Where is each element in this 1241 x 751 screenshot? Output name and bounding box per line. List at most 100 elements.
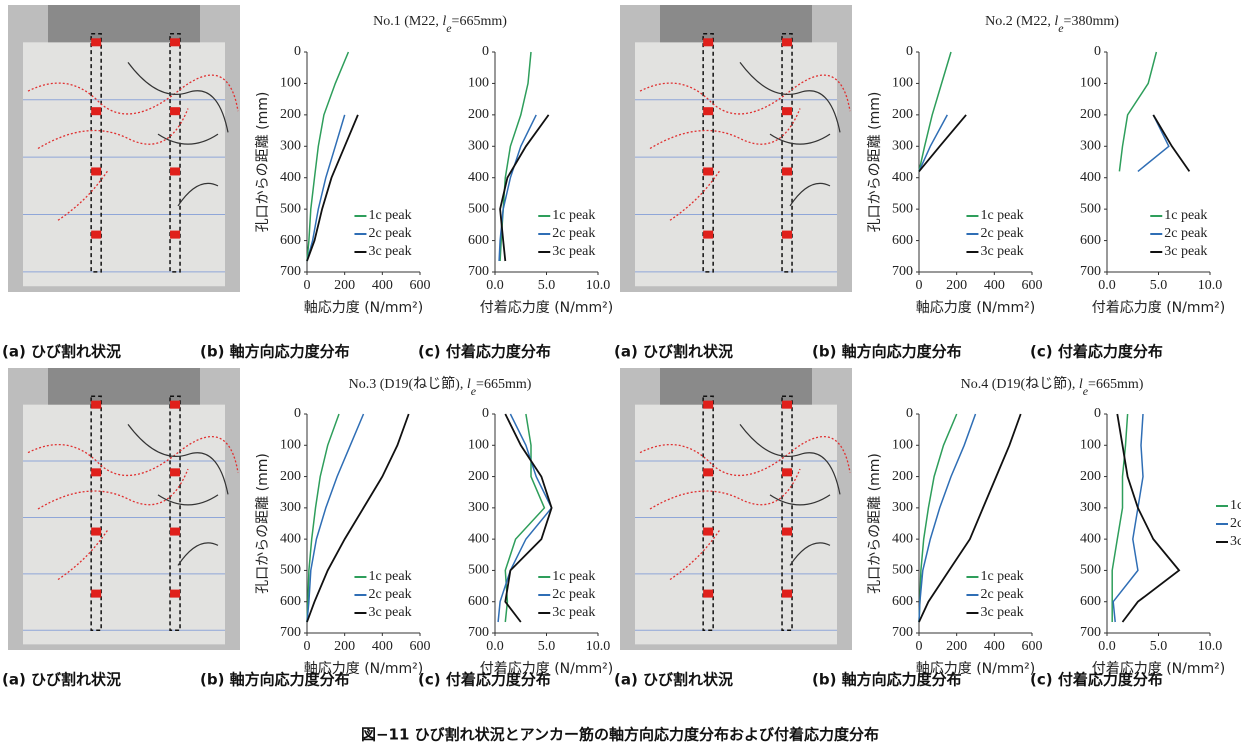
series-line — [1119, 52, 1156, 171]
specimen — [23, 405, 225, 645]
legend-label: 3c peak — [980, 605, 1023, 620]
crack-photo — [8, 5, 240, 292]
panel-title: No.1 (M22, le=665mm) — [373, 14, 507, 35]
legend-label: 2c peak — [368, 587, 411, 602]
y-tick-label: 0 — [1094, 44, 1101, 59]
y-tick-label: 200 — [468, 469, 489, 484]
loading-frame — [660, 5, 812, 42]
series-line — [307, 414, 364, 622]
panel-caption: (a) ひび割れ状況 — [2, 343, 121, 361]
y-tick-label: 300 — [280, 500, 301, 515]
y-tick-label: 600 — [1080, 233, 1101, 248]
gauge — [782, 167, 792, 175]
gauge — [170, 167, 180, 175]
chart: 01002003004005006007000200400600軸応力度 (N/… — [866, 44, 1043, 316]
y-tick-label: 400 — [468, 170, 489, 185]
y-tick-label: 100 — [468, 438, 489, 453]
x-tick-label: 0.0 — [1098, 639, 1116, 654]
x-tick-label: 400 — [984, 639, 1005, 654]
legend-label: 3c peak — [552, 605, 595, 620]
y-tick-label: 300 — [468, 500, 489, 515]
panel-caption: (a) ひび割れ状況 — [614, 671, 733, 689]
gauge — [703, 107, 713, 115]
specimen — [635, 42, 837, 286]
gauge — [91, 107, 101, 115]
y-tick-label: 600 — [892, 233, 913, 248]
specimen — [635, 405, 837, 645]
panel-caption: (c) 付着応力度分布 — [1030, 671, 1163, 689]
y-tick-label: 500 — [892, 563, 913, 578]
x-tick-label: 600 — [410, 639, 431, 654]
legend-label: 2c peak — [552, 226, 595, 241]
y-tick-label: 500 — [468, 563, 489, 578]
figure-caption: 図−11 ひび割れ状況とアンカー筋の軸方向応力度分布および付着応力度分布 — [361, 726, 879, 744]
y-tick-label: 400 — [1080, 170, 1101, 185]
y-tick-label: 600 — [280, 233, 301, 248]
title-part: No.3 (D19(ねじ節), — [349, 375, 467, 392]
y-tick-label: 200 — [280, 107, 301, 122]
y-tick-label: 700 — [892, 264, 913, 279]
x-tick-label: 0.0 — [486, 278, 504, 293]
panel-caption: (c) 付着応力度分布 — [418, 671, 551, 689]
gauge — [170, 468, 180, 476]
x-tick-label: 200 — [946, 639, 967, 654]
legend-label: 1c peak — [980, 569, 1023, 584]
y-tick-label: 600 — [1080, 594, 1101, 609]
y-tick-label: 0 — [482, 44, 489, 59]
loading-frame — [48, 368, 200, 405]
y-tick-label: 400 — [892, 531, 913, 546]
legend-label: 3c peak — [1164, 244, 1207, 259]
y-tick-label: 500 — [280, 201, 301, 216]
x-tick-label: 10.0 — [586, 639, 611, 654]
figure: 図−11 ひび割れ状況とアンカー筋の軸方向応力度分布および付着応力度分布 No.… — [0, 0, 1241, 751]
y-tick-label: 100 — [1080, 438, 1101, 453]
x-tick-label: 0 — [916, 278, 923, 293]
x-axis-label: 付着応力度 (N/mm²) — [480, 300, 613, 316]
y-tick-label: 700 — [1080, 625, 1101, 640]
y-tick-label: 500 — [1080, 563, 1101, 578]
legend-label: 1c peak — [552, 569, 595, 584]
title-part: =665mm) — [476, 377, 532, 392]
title-part: No.2 (M22, — [985, 14, 1054, 29]
x-tick-label: 600 — [1022, 639, 1043, 654]
x-tick-label: 400 — [984, 278, 1005, 293]
series-line — [919, 414, 957, 622]
gauge — [170, 231, 180, 239]
title-part: =665mm) — [452, 14, 508, 29]
y-tick-label: 600 — [468, 233, 489, 248]
x-tick-label: 10.0 — [1198, 278, 1223, 293]
series-line — [1117, 414, 1179, 622]
y-tick-label: 0 — [1094, 406, 1101, 421]
legend-label: 2c peak — [980, 226, 1023, 241]
y-tick-label: 400 — [892, 170, 913, 185]
y-tick-label: 100 — [280, 438, 301, 453]
y-tick-label: 0 — [294, 44, 301, 59]
gauge — [703, 528, 713, 536]
series-line — [505, 414, 551, 622]
gauge — [782, 107, 792, 115]
title-part: =380mm) — [1064, 14, 1120, 29]
y-tick-label: 300 — [280, 139, 301, 154]
y-tick-label: 700 — [468, 264, 489, 279]
title-part: No.4 (D19(ねじ節), — [961, 375, 1079, 392]
title-part: No.1 (M22, — [373, 14, 442, 29]
panel-caption: (a) ひび割れ状況 — [2, 671, 121, 689]
y-tick-label: 200 — [280, 469, 301, 484]
gauge — [703, 167, 713, 175]
crack-photo — [8, 368, 240, 650]
chart: 01002003004005006007000.05.010.0付着応力度 (N… — [1080, 406, 1241, 677]
series-line — [1138, 115, 1169, 171]
x-tick-label: 0 — [304, 278, 311, 293]
legend-label: 3c peak — [368, 244, 411, 259]
gauge — [703, 590, 713, 598]
specimen — [23, 42, 225, 286]
legend-label: 1c peak — [552, 208, 595, 223]
x-tick-label: 10.0 — [586, 278, 611, 293]
legend-label: 1c peak — [980, 208, 1023, 223]
gauge — [782, 468, 792, 476]
chart: 01002003004005006007000.05.010.0付着応力度 (N… — [1080, 44, 1225, 316]
x-tick-label: 600 — [410, 278, 431, 293]
gauge — [170, 590, 180, 598]
